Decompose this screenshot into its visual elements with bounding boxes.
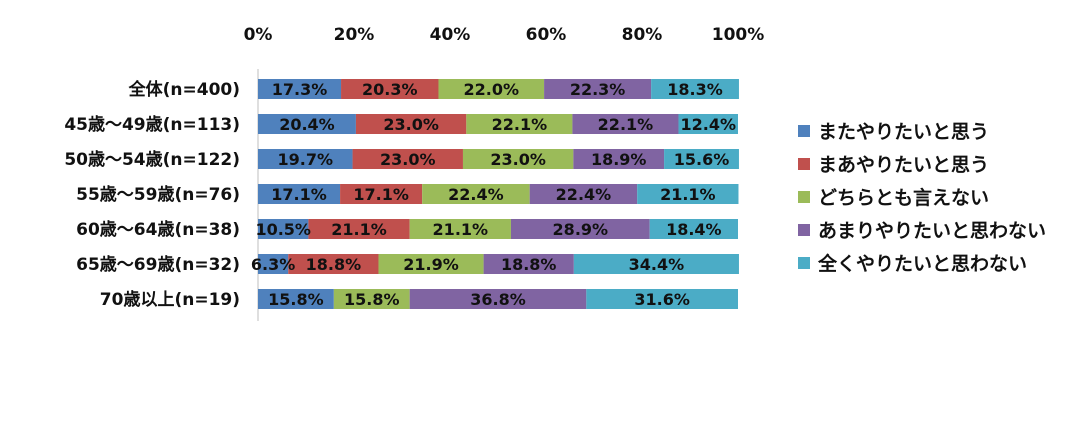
bar-segment: [258, 219, 309, 239]
legend-label: どちらとも言えない: [818, 186, 989, 209]
bar-segment: [462, 149, 574, 169]
data-label: 23.0%: [380, 150, 436, 169]
data-label: 22.4%: [556, 185, 612, 204]
legend-swatch: [798, 158, 810, 170]
bar-segment: [258, 79, 342, 99]
x-tick-label: 60%: [526, 25, 567, 45]
legend: またやりたいと思うまあやりたいと思うどちらとも言えないあまりやりたいと思わない全…: [798, 121, 1046, 275]
bar-segment: [466, 114, 573, 134]
legend-swatch: [798, 125, 810, 137]
legend-swatch: [798, 257, 810, 269]
bar-segment: [288, 254, 379, 274]
bar-segment: [544, 79, 652, 99]
data-label: 23.0%: [383, 115, 439, 134]
data-label: 36.8%: [470, 290, 526, 309]
data-label: 20.4%: [279, 115, 335, 134]
bar-segment: [258, 114, 356, 134]
data-label: 21.1%: [660, 185, 716, 204]
data-label: 22.4%: [448, 185, 504, 204]
data-label: 6.3%: [251, 255, 295, 274]
bar-segment: [308, 219, 410, 239]
legend-label: まあやりたいと思う: [818, 154, 989, 176]
data-label: 15.8%: [344, 290, 400, 309]
bar-segment: [340, 184, 423, 204]
bar-segment: [378, 254, 484, 274]
x-tick-label: 80%: [622, 25, 663, 45]
bars-layer: [258, 79, 739, 309]
bar-segment: [664, 149, 739, 169]
data-label: 15.6%: [674, 150, 730, 169]
data-labels-layer: 17.3% 20.3% 22.0% 22.3% 18.3% 20.4% 23.0% 22.1%…: [251, 80, 736, 309]
legend-label: 全くやりたいと思わない: [817, 252, 1027, 275]
data-label: 17.1%: [353, 185, 409, 204]
data-label: 34.4%: [629, 255, 685, 274]
bar-segment: [258, 149, 353, 169]
bar-segment: [651, 79, 739, 99]
data-label: 21.1%: [331, 220, 387, 239]
data-label: 19.7%: [278, 150, 334, 169]
category-label: 全体(n=400): [128, 79, 240, 100]
category-label: 45歳〜49歳(n=113): [64, 114, 240, 135]
bar-segment: [258, 184, 341, 204]
data-label: 18.8%: [306, 255, 362, 274]
bar-segment: [422, 184, 530, 204]
axis-layer: 0% 20% 40% 60% 80% 100% 全体(n=400) 45歳〜49歳(n=113…: [64, 25, 764, 321]
bar-segment: [572, 114, 679, 134]
bar-segment: [352, 149, 463, 169]
bar-segment: [637, 184, 739, 204]
data-label: 18.9%: [591, 150, 647, 169]
data-label: 28.9%: [553, 220, 609, 239]
data-label: 17.1%: [271, 185, 327, 204]
data-label: 10.5%: [255, 220, 311, 239]
data-label: 15.8%: [268, 290, 324, 309]
legend-label: あまりやりたいと思わない: [818, 220, 1046, 242]
category-label: 70歳以上(n=19): [100, 289, 240, 310]
bar-segment: [409, 289, 587, 309]
data-label: 18.3%: [667, 80, 723, 99]
bar-segment: [409, 219, 511, 239]
x-tick-label: 20%: [334, 25, 375, 45]
bar-segment: [529, 184, 638, 204]
bar-segment: [678, 114, 738, 134]
bar-segment: [438, 79, 545, 99]
bar-segment: [258, 254, 289, 274]
bar-segment: [573, 149, 665, 169]
category-label: 55歳〜59歳(n=76): [76, 184, 240, 205]
x-tick-label: 100%: [712, 25, 765, 45]
legend-swatch: [798, 191, 810, 203]
data-label: 20.3%: [362, 80, 418, 99]
data-label: 12.4%: [680, 115, 736, 134]
data-label: 22.3%: [570, 80, 626, 99]
data-label: 17.3%: [272, 80, 328, 99]
bar-segment: [333, 289, 410, 309]
x-tick-label: 0%: [244, 25, 273, 45]
bar-segment: [341, 79, 439, 99]
data-label: 31.6%: [634, 290, 690, 309]
bar-segment: [258, 289, 334, 309]
category-label: 60歳〜64歳(n=38): [76, 219, 240, 240]
data-label: 21.1%: [433, 220, 489, 239]
legend-label: またやりたいと思う: [818, 121, 989, 143]
bar-segment: [355, 114, 467, 134]
data-label: 22.1%: [598, 115, 654, 134]
bar-segment: [573, 254, 739, 274]
bar-segment: [483, 254, 574, 274]
category-label: 50歳〜54歳(n=122): [64, 149, 240, 170]
data-label: 22.1%: [492, 115, 548, 134]
x-tick-label: 40%: [430, 25, 471, 45]
data-label: 18.4%: [666, 220, 722, 239]
bar-segment: [649, 219, 738, 239]
data-label: 22.0%: [464, 80, 520, 99]
category-label: 65歳〜69歳(n=32): [76, 254, 240, 275]
data-label: 18.8%: [501, 255, 557, 274]
data-label: 21.9%: [403, 255, 459, 274]
bar-segment: [510, 219, 650, 239]
bar-segment: [586, 289, 738, 309]
legend-swatch: [798, 224, 810, 236]
data-label: 23.0%: [490, 150, 546, 169]
